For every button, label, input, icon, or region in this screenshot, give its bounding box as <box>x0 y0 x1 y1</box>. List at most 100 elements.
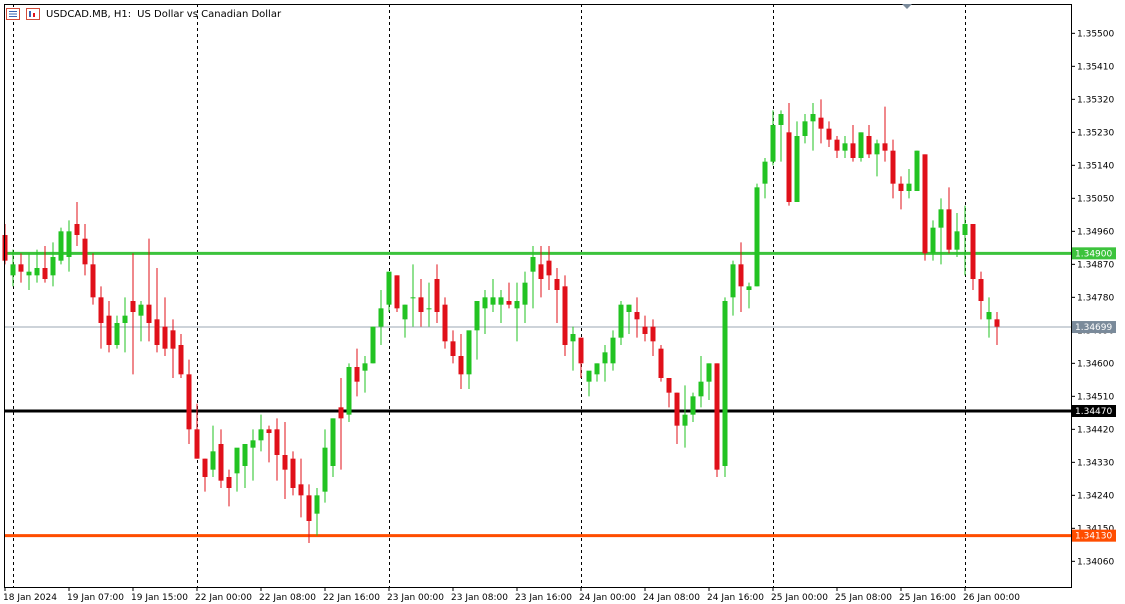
candle <box>842 136 848 158</box>
candle <box>618 301 624 345</box>
symbol-list-icon[interactable] <box>6 8 20 20</box>
candle <box>650 319 656 356</box>
candle <box>370 326 376 364</box>
candle <box>906 169 912 199</box>
candle <box>986 297 992 338</box>
x-tick-label: 25 Jan 00:00 <box>771 593 828 603</box>
candle <box>634 297 640 338</box>
y-tick-label: 1.34780 <box>1077 293 1114 303</box>
candle <box>402 304 408 338</box>
candle <box>954 213 960 257</box>
candle <box>138 301 144 342</box>
candle <box>570 326 576 371</box>
y-tick-label: 1.34600 <box>1077 359 1114 369</box>
x-tick-label: 26 Jan 00:00 <box>963 593 1020 603</box>
candle <box>738 242 744 312</box>
candle <box>218 429 224 488</box>
candle <box>850 125 856 162</box>
candle <box>434 264 440 323</box>
shift-marker-icon[interactable] <box>902 4 912 9</box>
candle <box>338 378 344 470</box>
y-tick-label: 1.35500 <box>1077 29 1114 39</box>
x-axis: 18 Jan 2024 19 Jan 07:00 19 Jan 15:00 22 Ja… <box>3 587 1020 603</box>
candle <box>34 249 40 283</box>
candle <box>386 271 392 312</box>
candle <box>114 315 120 349</box>
x-tick-label: 19 Jan 15:00 <box>131 593 188 603</box>
x-tick-label: 23 Jan 16:00 <box>515 593 572 603</box>
candle <box>730 260 736 316</box>
candle <box>714 363 720 477</box>
candle <box>362 356 368 393</box>
x-tick-label: 23 Jan 00:00 <box>387 593 444 603</box>
svg-text:1.34470: 1.34470 <box>1075 407 1112 417</box>
candle <box>482 290 488 334</box>
candle <box>706 363 712 400</box>
x-tick-label: 22 Jan 00:00 <box>195 593 252 603</box>
candle <box>346 363 352 422</box>
candle <box>194 403 200 459</box>
candle <box>778 110 784 162</box>
candle <box>674 392 680 444</box>
chart-header: USDCAD.MB, H1: US Dollar vs Canadian Dol… <box>6 6 281 22</box>
market-watch-icon[interactable] <box>26 8 40 20</box>
candle <box>746 282 752 309</box>
x-tick-label: 24 Jan 16:00 <box>707 593 764 603</box>
level-price-tag-0: 1.34900 <box>1072 247 1116 259</box>
chart-symbol-label: USDCAD.MB, H1: <box>46 8 132 20</box>
candle <box>82 224 88 276</box>
candle <box>818 99 824 144</box>
candle <box>474 301 480 360</box>
y-tick-label: 1.35050 <box>1077 194 1114 204</box>
candle <box>970 224 976 290</box>
y-tick-label: 1.35140 <box>1077 161 1114 171</box>
candle <box>442 297 448 349</box>
candle <box>698 356 704 408</box>
candle <box>186 359 192 444</box>
current-price-tag: 1.34699 <box>1072 321 1116 334</box>
candle <box>162 297 168 356</box>
candle <box>282 422 288 499</box>
candle <box>530 246 536 309</box>
candle <box>298 458 304 518</box>
x-tick-label: 22 Jan 08:00 <box>259 593 316 603</box>
candle <box>178 334 184 378</box>
candle <box>770 110 776 166</box>
candle <box>642 315 648 342</box>
candle <box>794 121 800 202</box>
candle <box>490 279 496 312</box>
candle <box>522 271 528 323</box>
candle <box>10 249 16 287</box>
candle <box>506 282 512 309</box>
x-tick-label: 24 Jan 08:00 <box>643 593 700 603</box>
y-axis: 1.35500 1.35410 1.35320 1.35230 1.35140 1.350… <box>1071 29 1114 567</box>
candle <box>290 451 296 496</box>
candle <box>914 150 920 191</box>
candle <box>306 484 312 543</box>
x-tick-label: 22 Jan 16:00 <box>323 593 380 603</box>
level-price-tag-1: 1.34470 <box>1072 405 1116 417</box>
y-tick-label: 1.34240 <box>1077 491 1114 501</box>
candle <box>226 469 232 507</box>
candle <box>122 297 128 353</box>
candle <box>426 282 432 327</box>
candle <box>242 444 248 488</box>
y-tick-label: 1.34150 <box>1077 524 1114 534</box>
candle <box>754 183 760 287</box>
x-tick-label: 23 Jan 08:00 <box>451 593 508 603</box>
x-tick-label: 18 Jan 2024 <box>3 593 57 603</box>
candle <box>978 271 984 320</box>
candle <box>130 253 136 375</box>
candle <box>946 187 952 254</box>
y-tick-label: 1.34420 <box>1077 425 1114 435</box>
chart-symbol-description: US Dollar vs Canadian Dollar <box>137 8 282 20</box>
y-tick-label: 1.34330 <box>1077 458 1114 468</box>
price-tags: 1.34900 1.34470 1.34130 1.34699 <box>1072 247 1116 542</box>
candle <box>90 253 96 305</box>
candle <box>578 337 584 378</box>
candle <box>802 114 808 144</box>
x-tick-label: 19 Jan 07:00 <box>67 593 124 603</box>
candle <box>274 418 280 481</box>
